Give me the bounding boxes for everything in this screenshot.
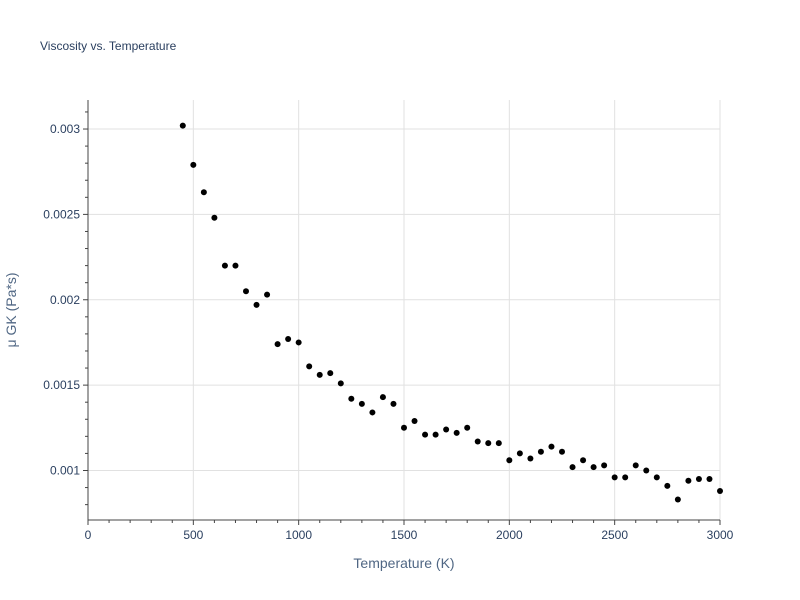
data-point [453,429,460,436]
data-point [253,301,260,308]
data-point [295,339,302,346]
data-point [632,462,639,469]
gridlines [88,100,721,520]
y-axis-title: μ GK (Pa*s) [3,273,19,348]
data-point [285,336,292,343]
data-point [559,448,565,455]
data-point [527,455,534,462]
data-point [243,288,249,295]
y-tick-label: 0.0025 [43,207,80,221]
data-point [495,440,502,447]
x-axis-title: Temperature (K) [353,555,454,571]
data-point [379,394,386,401]
data-point [422,431,429,438]
data-point [337,380,344,387]
data-point [274,341,281,348]
data-point [464,424,471,431]
data-point [506,457,513,464]
x-tick-label: 1000 [285,528,312,542]
data-point [306,363,313,370]
x-tick-label: 500 [183,528,203,542]
data-point [432,431,439,438]
data-point [653,474,660,481]
data-point [622,474,629,481]
data-point [611,474,618,481]
data-point [348,395,355,402]
data-point [537,448,544,455]
y-tick-label: 0.0015 [43,378,80,392]
data-point [664,482,671,489]
data-point [232,262,239,269]
data-point [569,464,576,471]
x-tick-label: 3000 [707,528,734,542]
chart-title: Viscosity vs. Temperature [40,39,177,53]
y-tick-label: 0.001 [50,463,80,477]
data-point [474,438,481,445]
data-point [590,464,597,471]
x-tick-label: 2500 [601,528,628,542]
data-point [264,291,271,298]
data-point [358,400,365,407]
data-point [695,476,702,483]
y-tick-label: 0.002 [50,293,80,307]
data-point [685,477,692,484]
data-point [327,370,334,377]
data-point [211,214,218,221]
data-point [316,371,323,378]
data-point [411,417,418,424]
data-point [200,189,207,196]
data-point [601,462,608,469]
data-point [674,496,681,503]
x-tick-label: 2000 [496,528,523,542]
x-tick-label: 1500 [391,528,418,542]
data-point [401,424,407,431]
data-point [548,443,555,450]
y-tick-label: 0.003 [50,122,80,136]
data-point [221,262,228,269]
data-points [179,122,723,503]
data-point [369,409,376,416]
data-point [190,161,197,168]
data-point [390,400,397,407]
data-point [516,450,523,457]
data-point [485,440,492,447]
axes: 0 500 1000 1500 2000 2500 3000 0.001 0.0015 0.002… [43,100,734,542]
data-point [643,467,650,474]
data-point [717,487,723,494]
data-point [706,476,713,483]
data-point [443,426,450,433]
data-point [179,122,186,129]
x-tick-label: 0 [85,528,92,542]
data-point [580,457,587,464]
